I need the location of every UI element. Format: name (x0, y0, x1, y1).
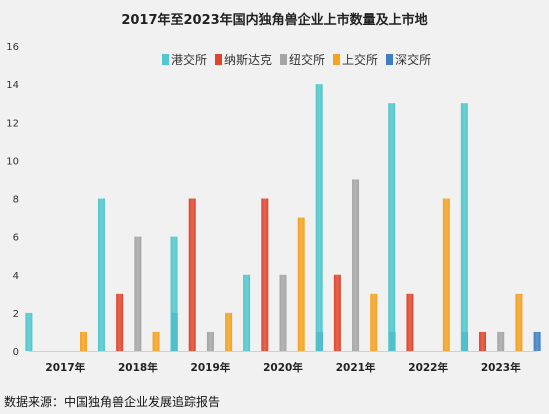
bar-纳斯达克-2020年 (261, 198, 269, 351)
x-tick-label: 2023年 (481, 361, 521, 374)
bar-港交所-2019年 (170, 236, 178, 351)
legend-swatch-nyse (280, 54, 288, 65)
bar-上交所-2022年 (442, 198, 450, 351)
bar-纳斯达克-2022年 (406, 293, 414, 351)
x-tick-label: 2019年 (191, 361, 231, 374)
bar-纽交所-2020年 (279, 274, 287, 351)
y-tick-label: 10 (6, 156, 19, 167)
legend-swatch-szse (386, 54, 394, 65)
bar-纳斯达克-2023年 (479, 331, 487, 351)
y-tick-label: 12 (6, 118, 19, 129)
chart-title: 2017年至2023年国内独角兽企业上市数量及上市地 (121, 13, 428, 28)
bar-纽交所-2018年 (134, 236, 142, 351)
source-note: 数据来源：中国独角兽企业发展追踪报告 (4, 395, 221, 409)
legend-label-hkex: 港交所 (171, 53, 208, 67)
legend-label-nyse: 纽交所 (289, 53, 326, 67)
x-tick-label: 2018年 (118, 361, 158, 374)
legend-swatch-hkex (162, 54, 169, 65)
bar-纳斯达克-2019年 (188, 198, 196, 351)
legend-item-nyse: 纽交所 (280, 51, 325, 68)
legend-item-szse: 深交所 (386, 51, 431, 68)
y-tick-label: 4 (13, 271, 19, 282)
legend-item-hkex: 港交所 (162, 51, 207, 68)
legend-swatch-nasdaq (215, 54, 223, 65)
legend-label-szse: 深交所 (395, 53, 432, 67)
legend-swatch-sse (333, 54, 341, 65)
bar-纽交所-2021年 (352, 179, 360, 351)
y-tick-label: 2 (13, 309, 19, 320)
bar-上交所-2021年 (370, 293, 378, 351)
bar-上交所-2020年 (297, 217, 305, 351)
y-tick-label: 6 (13, 233, 19, 244)
bar-纳斯达克-2021年 (333, 274, 341, 351)
y-tick-label: 0 (13, 347, 19, 358)
x-tick-label: 2017年 (45, 361, 85, 374)
bar-上交所-2023年 (515, 293, 523, 351)
chart-legend: 港交所 纳斯达克 纽交所 上交所 深交所 (162, 51, 431, 68)
x-tick-label: 2022年 (408, 361, 448, 374)
bar-港交所-2020年 (243, 274, 251, 351)
bar-上交所-2017年 (79, 331, 87, 351)
bar-上交所-2018年 (152, 331, 160, 351)
y-tick-label: 16 (6, 42, 19, 53)
bar-港交所-2022年 (388, 103, 396, 351)
x-tick-label: 2021年 (336, 361, 376, 374)
bar-纽交所-2019年 (206, 331, 214, 351)
legend-label-nasdaq: 纳斯达克 (224, 53, 273, 67)
bar-上交所-2019年 (225, 312, 233, 351)
bar-港交所-2018年 (97, 198, 105, 351)
bar-港交所-2017年 (25, 312, 33, 351)
legend-item-sse: 上交所 (333, 51, 378, 68)
bar-纳斯达克-2018年 (116, 293, 124, 351)
legend-label-sse: 上交所 (342, 53, 379, 67)
bar-深交所-2023年 (533, 331, 541, 351)
y-tick-label: 8 (13, 195, 19, 206)
x-tick-label: 2020年 (263, 361, 303, 374)
bar-港交所-2021年 (315, 84, 323, 351)
bar-纽交所-2023年 (497, 331, 505, 351)
y-tick-label: 14 (6, 80, 19, 91)
legend-item-nasdaq: 纳斯达克 (215, 51, 272, 68)
bar-港交所-2023年 (460, 103, 468, 351)
